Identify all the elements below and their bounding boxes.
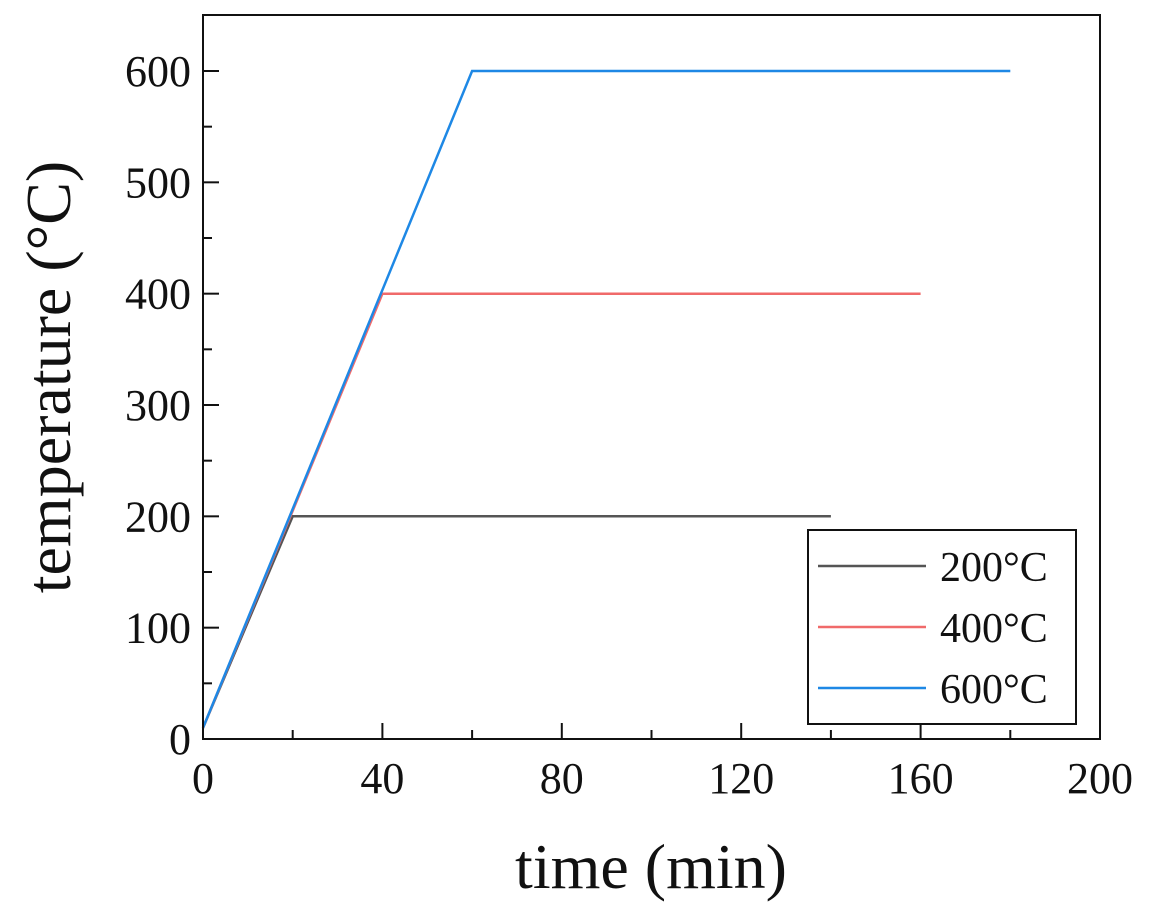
y-axis-ticks: 0 100 200 300 400 500 600 xyxy=(125,47,219,764)
y-axis-title: temperature (°C) xyxy=(13,161,84,594)
legend: 200°C 400°C 600°C xyxy=(807,529,1077,725)
x-tick-label: 120 xyxy=(708,754,774,803)
legend-label: 200°C xyxy=(940,545,1048,591)
y-tick-label: 600 xyxy=(125,47,191,96)
y-tick-label: 500 xyxy=(125,158,191,207)
x-tick-label: 80 xyxy=(540,754,584,803)
plot-lines xyxy=(201,69,1011,729)
y-tick-label: 200 xyxy=(125,492,191,541)
x-axis-title: time (min) xyxy=(515,831,787,902)
y-tick-label: 300 xyxy=(125,381,191,430)
x-tick-label: 0 xyxy=(192,754,214,803)
x-tick-label: 40 xyxy=(360,754,404,803)
legend-label: 600°C xyxy=(940,667,1048,713)
y-tick-label: 100 xyxy=(125,604,191,653)
legend-label: 400°C xyxy=(940,606,1048,652)
series-line-0 xyxy=(201,515,831,729)
x-tick-label: 160 xyxy=(888,754,954,803)
x-axis-ticks: 0 40 80 120 160 200 xyxy=(192,723,1133,803)
x-tick-label: 200 xyxy=(1067,754,1133,803)
y-tick-label: 400 xyxy=(125,270,191,319)
series-line-2 xyxy=(201,69,1011,729)
y-tick-label: 0 xyxy=(169,715,191,764)
